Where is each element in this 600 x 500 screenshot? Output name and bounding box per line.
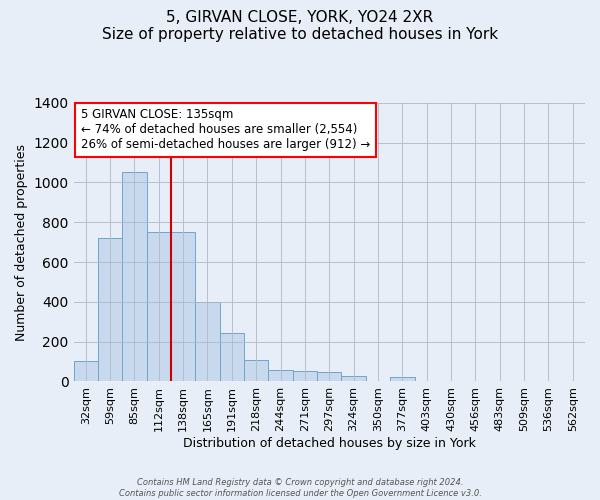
Text: Contains HM Land Registry data © Crown copyright and database right 2024.
Contai: Contains HM Land Registry data © Crown c…: [119, 478, 481, 498]
Bar: [244, 360, 268, 382]
Bar: [268, 370, 293, 382]
Bar: [196, 302, 220, 382]
Bar: [98, 238, 122, 382]
Y-axis label: Number of detached properties: Number of detached properties: [15, 144, 28, 340]
Bar: [341, 376, 366, 382]
Bar: [74, 360, 98, 382]
Text: 5 GIRVAN CLOSE: 135sqm
← 74% of detached houses are smaller (2,554)
26% of semi-: 5 GIRVAN CLOSE: 135sqm ← 74% of detached…: [81, 108, 370, 152]
Bar: [317, 372, 341, 382]
Bar: [390, 378, 415, 382]
Bar: [171, 232, 196, 382]
Text: 5, GIRVAN CLOSE, YORK, YO24 2XR
Size of property relative to detached houses in : 5, GIRVAN CLOSE, YORK, YO24 2XR Size of …: [102, 10, 498, 42]
X-axis label: Distribution of detached houses by size in York: Distribution of detached houses by size …: [183, 437, 476, 450]
Bar: [220, 332, 244, 382]
Bar: [146, 232, 171, 382]
Bar: [122, 172, 146, 382]
Bar: [293, 370, 317, 382]
